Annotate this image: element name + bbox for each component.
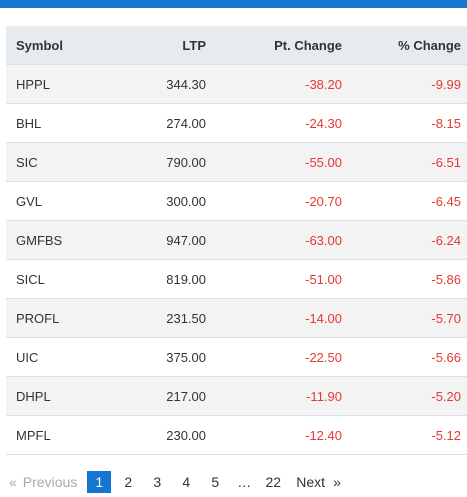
- pct-change-cell: -6.24: [342, 220, 467, 260]
- symbol-cell[interactable]: SIC: [6, 142, 126, 182]
- pt-change-cell: -12.40: [206, 415, 342, 455]
- page-link-22[interactable]: 22: [265, 474, 282, 490]
- symbol-cell[interactable]: BHL: [6, 103, 126, 143]
- page-link-5[interactable]: 5: [211, 474, 220, 490]
- top-accent-bar: [0, 0, 467, 8]
- table-row[interactable]: UIC 375.00 -22.50 -5.66: [6, 337, 467, 377]
- pct-change-cell: -6.45: [342, 181, 467, 221]
- ltp-cell: 947.00: [126, 220, 206, 260]
- next-page-button[interactable]: Next »: [296, 471, 341, 493]
- pct-change-cell: -5.66: [342, 337, 467, 377]
- page-link-4[interactable]: 4: [182, 474, 191, 490]
- symbol-cell[interactable]: PROFL: [6, 298, 126, 338]
- ltp-cell: 217.00: [126, 376, 206, 416]
- column-header-pt-change[interactable]: Pt. Change: [206, 26, 342, 65]
- table-row[interactable]: SICL 819.00 -51.00 -5.86: [6, 259, 467, 299]
- pct-change-cell: -8.15: [342, 103, 467, 143]
- double-chevron-right-icon: »: [333, 474, 341, 490]
- ltp-cell: 375.00: [126, 337, 206, 377]
- symbol-cell[interactable]: UIC: [6, 337, 126, 377]
- double-chevron-left-icon: «: [9, 474, 17, 490]
- table-row[interactable]: MPFL 230.00 -12.40 -5.12: [6, 415, 467, 455]
- symbol-cell[interactable]: SICL: [6, 259, 126, 299]
- table-row[interactable]: SIC 790.00 -55.00 -6.51: [6, 142, 467, 182]
- ltp-cell: 790.00: [126, 142, 206, 182]
- page-link-3[interactable]: 3: [153, 474, 162, 490]
- ltp-cell: 300.00: [126, 181, 206, 221]
- symbol-cell[interactable]: GMFBS: [6, 220, 126, 260]
- table-row[interactable]: PROFL 231.50 -14.00 -5.70: [6, 298, 467, 338]
- pct-change-cell: -5.86: [342, 259, 467, 299]
- table-row[interactable]: GVL 300.00 -20.70 -6.45: [6, 181, 467, 221]
- table-row[interactable]: HPPL 344.30 -38.20 -9.99: [6, 64, 467, 104]
- ltp-cell: 819.00: [126, 259, 206, 299]
- pt-change-cell: -55.00: [206, 142, 342, 182]
- pt-change-cell: -22.50: [206, 337, 342, 377]
- pct-change-cell: -5.70: [342, 298, 467, 338]
- previous-page-button[interactable]: « Previous: [7, 471, 77, 493]
- pt-change-cell: -24.30: [206, 103, 342, 143]
- ltp-cell: 230.00: [126, 415, 206, 455]
- pagination: « Previous 1 2 3 4 5 … 22 Next »: [7, 470, 341, 494]
- page-link-2[interactable]: 2: [124, 474, 133, 490]
- pt-change-cell: -14.00: [206, 298, 342, 338]
- table-row[interactable]: BHL 274.00 -24.30 -8.15: [6, 103, 467, 143]
- pt-change-cell: -63.00: [206, 220, 342, 260]
- pct-change-cell: -6.51: [342, 142, 467, 182]
- symbol-cell[interactable]: DHPL: [6, 376, 126, 416]
- column-header-ltp[interactable]: LTP: [126, 26, 206, 65]
- pagination-ellipsis: …: [237, 474, 252, 490]
- symbol-cell[interactable]: MPFL: [6, 415, 126, 455]
- pt-change-cell: -38.20: [206, 64, 342, 104]
- pct-change-cell: -5.12: [342, 415, 467, 455]
- pct-change-cell: -9.99: [342, 64, 467, 104]
- ltp-cell: 274.00: [126, 103, 206, 143]
- table-row[interactable]: GMFBS 947.00 -63.00 -6.24: [6, 220, 467, 260]
- table-row[interactable]: DHPL 217.00 -11.90 -5.20: [6, 376, 467, 416]
- symbol-cell[interactable]: GVL: [6, 181, 126, 221]
- pt-change-cell: -11.90: [206, 376, 342, 416]
- ltp-cell: 231.50: [126, 298, 206, 338]
- column-header-symbol[interactable]: Symbol: [6, 26, 126, 65]
- ltp-cell: 344.30: [126, 64, 206, 104]
- pct-change-cell: -5.20: [342, 376, 467, 416]
- previous-label: Previous: [22, 474, 78, 490]
- column-header-pct-change[interactable]: % Change: [342, 26, 467, 65]
- page-link-1[interactable]: 1: [87, 471, 112, 493]
- pt-change-cell: -20.70: [206, 181, 342, 221]
- table-header-row: Symbol LTP Pt. Change % Change: [6, 26, 467, 65]
- next-label: Next: [296, 474, 326, 490]
- pt-change-cell: -51.00: [206, 259, 342, 299]
- symbol-cell[interactable]: HPPL: [6, 64, 126, 104]
- top-losers-table: Symbol LTP Pt. Change % Change HPPL 344.…: [6, 26, 467, 455]
